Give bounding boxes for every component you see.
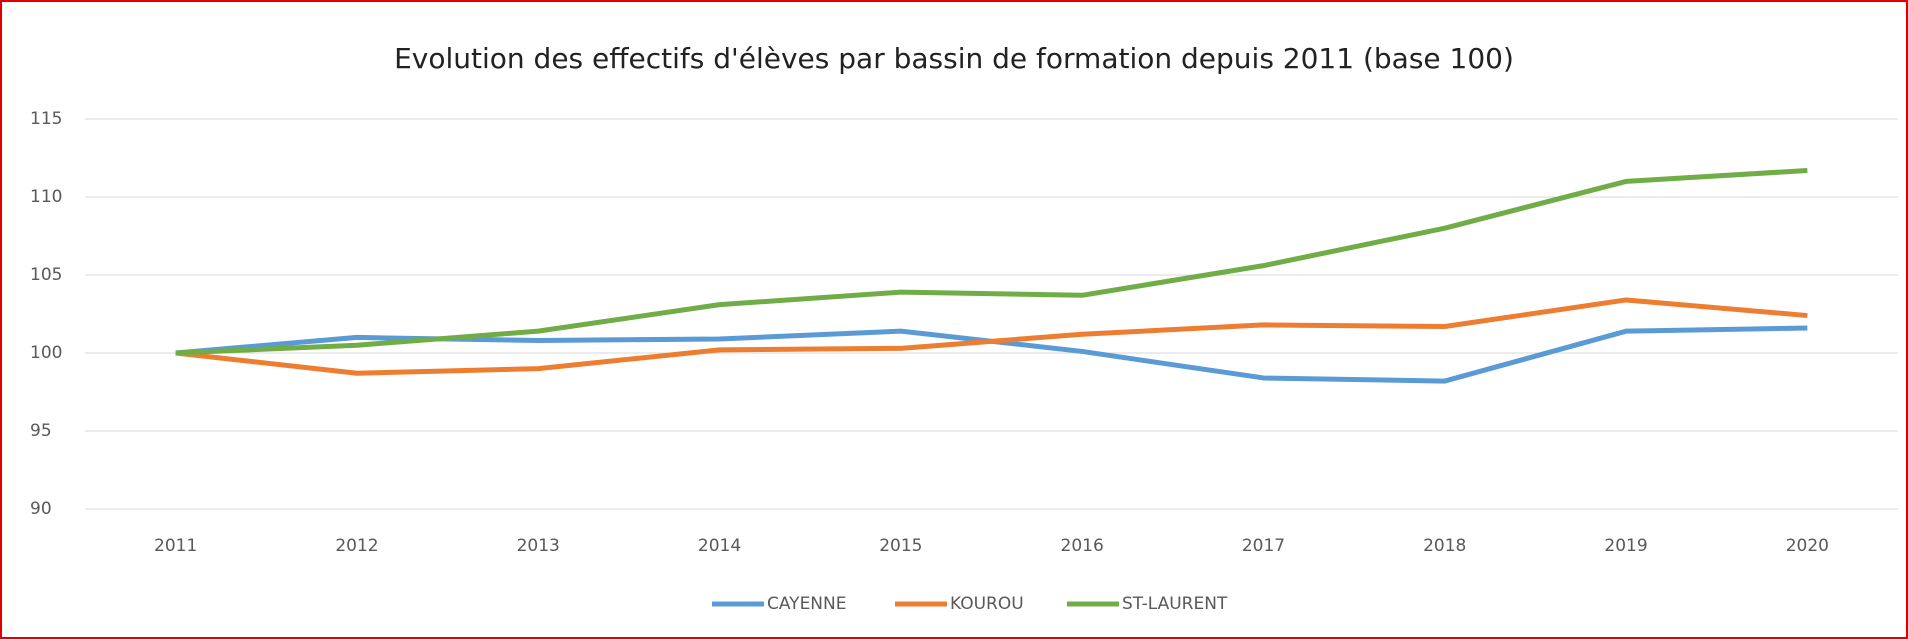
y-tick-label: 95: [30, 421, 52, 441]
legend-label: KOUROU: [950, 594, 1024, 614]
x-tick-label: 2013: [517, 536, 560, 556]
legend-label: ST-LAURENT: [1122, 594, 1228, 614]
x-tick-label: 2019: [1604, 536, 1647, 556]
x-tick-label: 2014: [698, 536, 741, 556]
x-tick-label: 2012: [335, 536, 378, 556]
series-line: [175, 167, 1808, 356]
y-tick-label: 115: [30, 109, 62, 129]
x-tick-label: 2015: [879, 536, 922, 556]
x-tick-label: 2020: [1786, 536, 1829, 556]
legend-label: CAYENNE: [767, 594, 846, 614]
x-tick-label: 2017: [1242, 536, 1285, 556]
y-tick-label: 110: [30, 187, 62, 207]
x-tick-label: 2011: [154, 536, 197, 556]
series-line: [175, 297, 1808, 376]
y-tick-label: 90: [30, 499, 52, 519]
x-tick-label: 2018: [1423, 536, 1466, 556]
y-tick-label: 105: [30, 265, 62, 285]
y-tick-label: 100: [30, 343, 62, 363]
x-tick-label: 2016: [1061, 536, 1104, 556]
chart-title: Evolution des effectifs d'élèves par bas…: [394, 42, 1514, 75]
